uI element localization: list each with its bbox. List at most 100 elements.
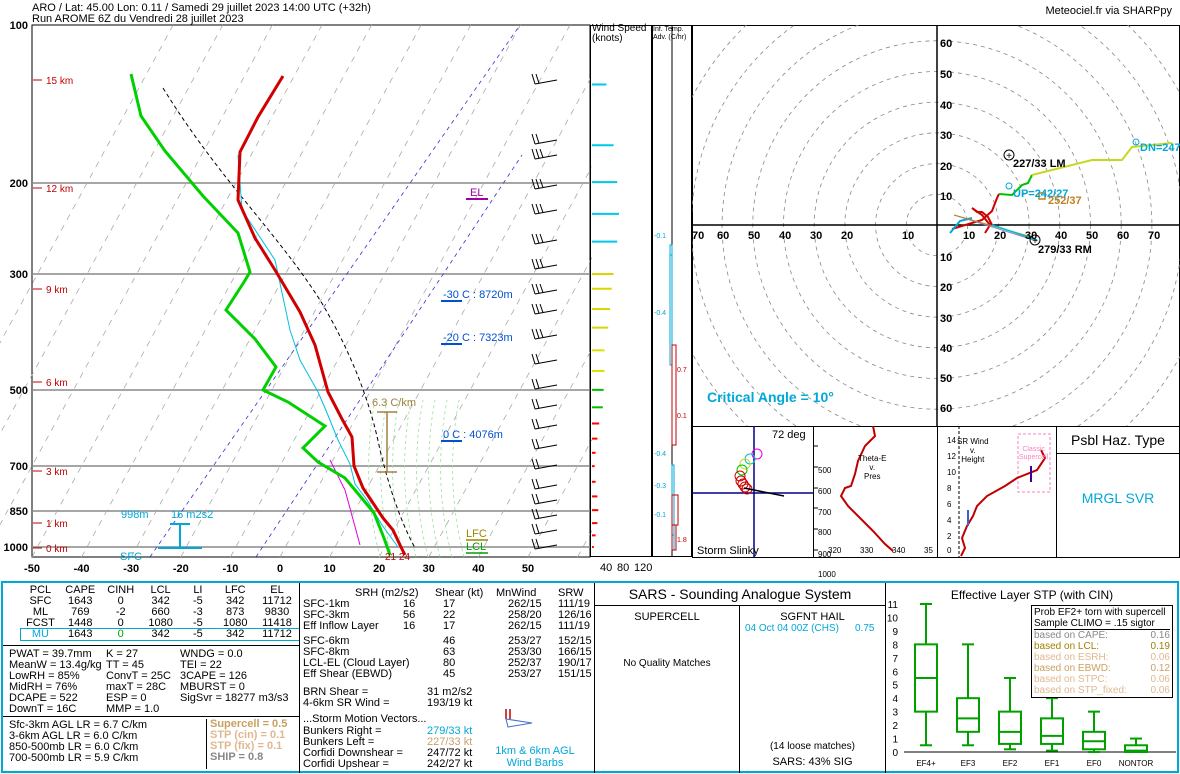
eff-base-label: 998m xyxy=(121,509,149,521)
ws-tick-80: 80 xyxy=(617,562,630,574)
sars-hail-match: 04 Oct 04 00Z (CHS) xyxy=(745,623,839,634)
sars-sig: SARS: 43% SIG xyxy=(772,756,853,768)
barbs-label: 1km & 6km AGL Wind Barbs xyxy=(495,745,575,769)
temp-label-7: 20 xyxy=(373,563,385,575)
kinematics-panel: SRH (m2/s2) Shear (kt) MnWind SRW SFC-1k… xyxy=(300,583,594,773)
moist-adiabat-1 xyxy=(380,399,393,558)
pressure-label-100: 100 xyxy=(10,20,28,32)
isotherm-1 xyxy=(81,24,372,558)
isotherm-2 xyxy=(130,24,422,558)
height-label-6: 0 km xyxy=(46,544,68,555)
pressure-label-500: 500 xyxy=(10,385,28,397)
kin-row-b-0: SFC-6km 46 253/27 152/15 xyxy=(303,635,592,647)
theta-frame xyxy=(813,426,938,558)
stp-ytick-2: 2 xyxy=(892,721,898,732)
isotherms xyxy=(0,24,592,558)
barb-flag-5-2 xyxy=(539,233,544,243)
barb-flag-2-0 xyxy=(531,148,536,160)
stp-cat-5: NONTOR xyxy=(1119,759,1154,768)
slinky-circle-2 xyxy=(739,458,751,470)
isotherm-7 xyxy=(378,165,592,558)
storm-slinky xyxy=(692,426,814,558)
parcel-table: PCL CAPE CINH LCL LI LFC EL SFC 1643 0 342 -5 342 11… xyxy=(20,585,300,641)
motion-bl-value: 227/33 kt xyxy=(427,736,473,748)
parcel-row-sfc[interactable]: SFC 1643 0 342 -5 342 11712 xyxy=(29,595,292,607)
tadv-bar-4 xyxy=(671,494,679,526)
theta-ticks xyxy=(813,445,818,551)
isotherm--3 xyxy=(0,24,174,344)
pressure-label-700: 700 xyxy=(10,461,28,473)
stp-ytick-11: 11 xyxy=(888,600,899,611)
hodo-rm-marker xyxy=(1029,234,1041,246)
parcel-row-ml[interactable]: ML 769 -2 660 -3 873 9830 xyxy=(32,606,290,618)
tadv-val-5: -0.3 xyxy=(654,483,667,490)
barb-flag-20-0 xyxy=(531,538,536,550)
sars-panel: SARS - Sounding Analogue System SUPERCEL… xyxy=(595,583,885,773)
slinky-frame xyxy=(692,426,814,558)
moist-adiabat-3 xyxy=(404,399,417,558)
sars-divider xyxy=(739,606,740,773)
stp-box-2 xyxy=(998,710,1022,745)
barb-flag-7-1 xyxy=(535,283,540,294)
isotherm-4 xyxy=(230,24,521,558)
kin-header-srh: SRH (m2/s2) xyxy=(355,587,419,599)
theta-title: Theta-E v. Pres xyxy=(858,454,887,481)
barb-flag-3-2 xyxy=(539,178,544,188)
barb-flag-11-1 xyxy=(535,378,540,389)
title-line-1: ARO / Lat: 45.00 Lon: 0.11 / Samedi 29 j… xyxy=(32,2,371,14)
stp-title: Effective Layer STP (with CIN) xyxy=(950,588,1114,602)
barb-flag-6-1 xyxy=(535,258,540,269)
barb-flag-4-0 xyxy=(531,203,536,215)
dewpoint-trace xyxy=(129,73,392,556)
parcel-table-panel: PCL CAPE CINH LCL LI LFC EL SFC 1643 0 342 -5 342 11… xyxy=(3,583,300,646)
kin-row-a-0: SFC-1km 16 17 262/15 111/19 xyxy=(303,598,591,610)
hodo-lm: 227/33 LM xyxy=(1013,158,1066,170)
kin-row-a-2: Eff Inflow Layer 16 17 262/15 111/19 xyxy=(303,620,591,632)
barb-flag-0-1 xyxy=(535,73,540,84)
lapse-rates: Sfc-3km AGL LR = 6.7 C/km 3-6km AGL LR = … xyxy=(9,719,148,764)
lfc-label: LFC xyxy=(466,528,487,540)
indices-col1: PWAT = 39.7mm MeanW = 13.4g/kg LowRH = 85%… xyxy=(9,648,102,715)
wind-speed-panel xyxy=(590,25,652,557)
kin-header-shear: Shear (kt) xyxy=(435,587,484,599)
barb-flag-1-0 xyxy=(531,133,536,145)
temp-adv-title: Inf. Temp. Adv. (C/hr) xyxy=(653,26,687,41)
moist-adiabat-2 xyxy=(392,399,405,558)
barb-flag-9-0 xyxy=(531,328,536,340)
tadv-val-7: 1.8 xyxy=(677,537,687,544)
wind-speed-frame xyxy=(590,25,652,557)
ws-tick-120: 120 xyxy=(634,562,653,574)
sars-hail: SGFNT HAIL xyxy=(780,611,845,623)
temp-label-9: 40 xyxy=(472,563,484,575)
parcel-row-fcst[interactable]: FCST 1448 0 1080 -5 1080 11418 xyxy=(26,617,292,629)
wetbulb-trace xyxy=(329,459,361,546)
parcel-row-mu[interactable]: MU 1643 0 342 -5 342 11712 xyxy=(20,628,300,641)
hodo-up: UP=242/27 xyxy=(1013,188,1069,200)
slinky-vector xyxy=(743,487,785,497)
hazard-value: MRGL SVR xyxy=(1081,490,1155,506)
classic-label: Classic Supercell xyxy=(1019,446,1049,461)
tadv-bar-0 xyxy=(669,244,673,256)
hodo-rm: 279/33 RM xyxy=(1038,244,1092,256)
isotherm--2 xyxy=(0,24,224,435)
slinky-circles xyxy=(734,448,785,497)
kin-row-b-3: Eff Shear (EBWD) 45 253/27 151/15 xyxy=(303,668,592,680)
slinky-circle-7 xyxy=(739,481,751,493)
stp-box-5 xyxy=(1124,744,1148,753)
stp-ytick-4: 4 xyxy=(892,694,898,705)
stp-cat-0: EF4+ xyxy=(916,759,936,768)
barb-flag-17-0 xyxy=(531,493,536,505)
barb-flag-6-0 xyxy=(531,258,536,270)
temp-label-0: -50 xyxy=(24,563,40,575)
kin-rows-1: SFC-1km 16 17 262/15 111/19 SFC-3km 56 22 258/20… xyxy=(303,599,593,632)
temp-label-10: 50 xyxy=(522,563,534,575)
isotherm-5 xyxy=(279,24,571,558)
divider-2 xyxy=(594,583,595,773)
hodo-seg-yellow xyxy=(1031,142,1173,176)
tadv-val-6: -0.1 xyxy=(654,512,667,519)
barb-flag-15-1 xyxy=(535,458,540,469)
stp-ytick-7: 7 xyxy=(892,654,898,665)
theta-line xyxy=(839,426,894,552)
